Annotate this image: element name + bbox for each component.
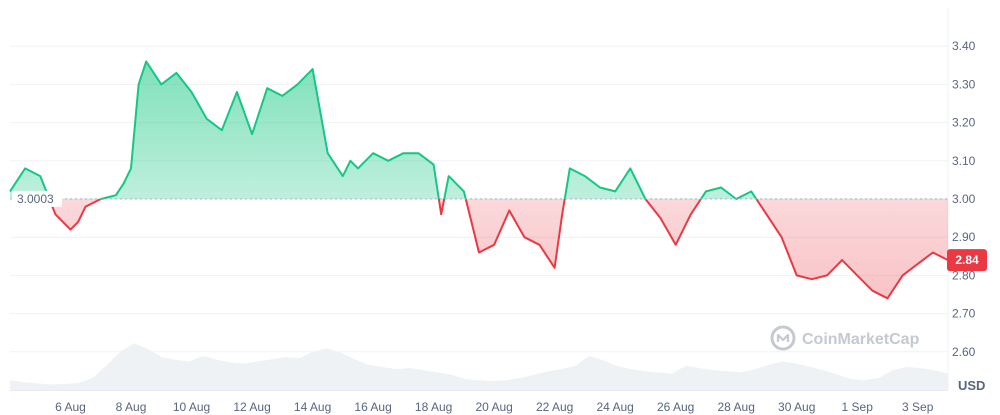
x-tick-label: 8 Aug xyxy=(116,400,147,414)
x-tick-label: 1 Sep xyxy=(842,400,874,414)
currency-unit-label: USD xyxy=(958,378,985,393)
x-tick-label: 12 Aug xyxy=(233,400,270,414)
y-tick-label: 3.00 xyxy=(952,192,976,206)
y-tick-label: 3.20 xyxy=(952,116,976,130)
price-line-up xyxy=(9,60,758,199)
y-tick-label: 2.90 xyxy=(952,230,976,244)
reference-label-bg xyxy=(12,190,62,207)
y-tick-label: 2.60 xyxy=(952,345,976,359)
volume-area-path xyxy=(10,343,948,390)
price-line xyxy=(9,60,949,300)
x-tick-label: 10 Aug xyxy=(173,400,210,414)
x-tick-label: 18 Aug xyxy=(415,400,452,414)
reference-line: 3.0003 xyxy=(10,190,948,207)
y-tick-label: 3.30 xyxy=(952,77,976,91)
y-tick-label: 2.80 xyxy=(952,268,976,282)
reference-label: 3.0003 xyxy=(17,192,54,206)
x-tick-label: 30 Aug xyxy=(778,400,815,414)
x-axis: 6 Aug 8 Aug 10 Aug 12 Aug 14 Aug 16 Aug 18 Aug… xyxy=(55,400,934,414)
x-tick-label: 14 Aug xyxy=(294,400,331,414)
x-tick-label: 28 Aug xyxy=(718,400,755,414)
y-tick-label: 3.40 xyxy=(952,39,976,53)
y-tick-label: 2.70 xyxy=(952,307,976,321)
watermark-text: CoinMarketCap xyxy=(802,331,920,348)
x-tick-label: 3 Sep xyxy=(902,400,934,414)
x-tick-label: 16 Aug xyxy=(354,400,391,414)
price-area-fill xyxy=(10,61,948,299)
current-price-value: 2.84 xyxy=(955,253,979,267)
volume-area xyxy=(10,343,948,390)
x-tick-label: 26 Aug xyxy=(657,400,694,414)
coinmarketcap-logo-icon xyxy=(770,325,796,351)
coinmarketcap-watermark: CoinMarketCap xyxy=(770,325,920,351)
price-line-down xyxy=(48,198,949,300)
current-price-badge: 2.84 xyxy=(947,249,987,272)
current-price-badge-bg xyxy=(947,249,987,272)
area-above-baseline xyxy=(10,61,757,199)
x-tick-label: 6 Aug xyxy=(55,400,86,414)
x-tick-label: 20 Aug xyxy=(475,400,512,414)
x-tick-label: 24 Aug xyxy=(596,400,633,414)
x-tick-label: 22 Aug xyxy=(536,400,573,414)
y-axis: 2.60 2.70 2.80 2.90 3.00 3.10 3.20 3.30 3.40 xyxy=(952,39,976,359)
y-tick-label: 3.10 xyxy=(952,154,976,168)
